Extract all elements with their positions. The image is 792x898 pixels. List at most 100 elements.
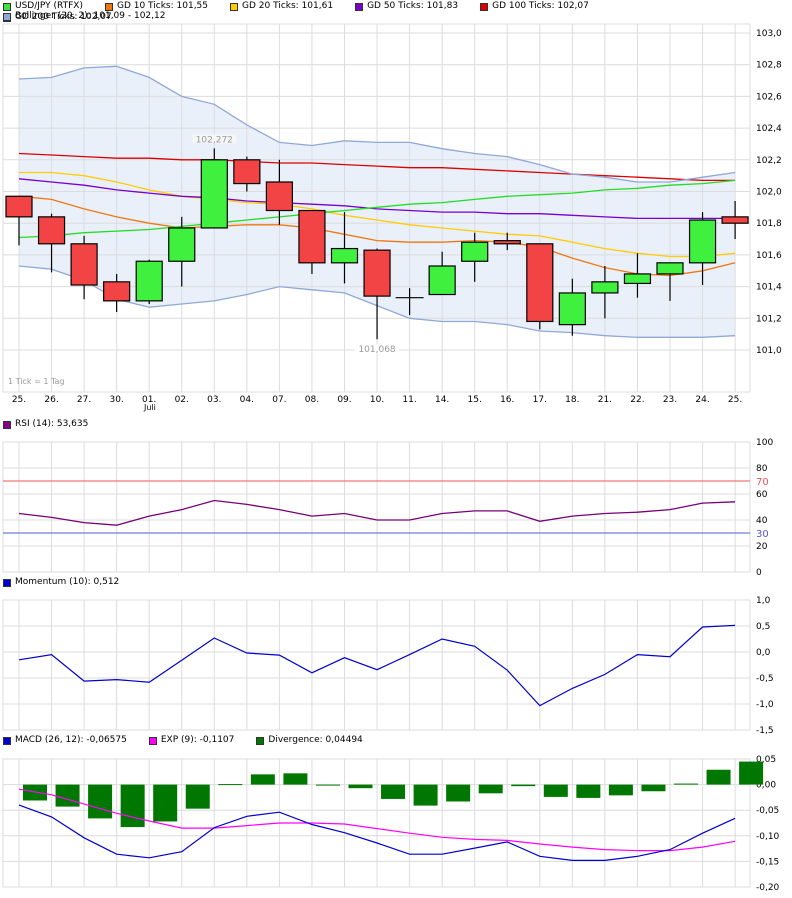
x-tick-label: 23. xyxy=(663,395,677,405)
y-tick-label: 0 xyxy=(756,568,762,578)
legend-item-gd50: GD 50 Ticks: 101,83 xyxy=(355,1,458,12)
high-annotation: 102,272 xyxy=(196,135,233,145)
divergence-bar xyxy=(511,784,536,787)
legend-item-bollinger: Bollinger (20, 2): 101,09 - 102,12 xyxy=(3,11,165,22)
candle-bullish xyxy=(428,265,456,296)
legend-swatch xyxy=(256,736,265,745)
legend-label: Bollinger (20, 2): 101,09 - 102,12 xyxy=(15,11,166,21)
y-tick-label: 102,0 xyxy=(756,188,782,198)
divergence-bar xyxy=(739,761,764,785)
legend-item-divergence: Divergence: 0,04494 xyxy=(256,735,363,746)
candle-bearish xyxy=(265,181,293,212)
x-tick-label: 02. xyxy=(175,395,189,405)
divergence-bar xyxy=(381,784,406,799)
candle-bearish xyxy=(103,281,131,302)
low-annotation: 101,068 xyxy=(358,345,395,355)
overlay-gd-200 xyxy=(18,179,736,239)
divergence-bar xyxy=(543,784,568,797)
x-tick-label: 10. xyxy=(370,395,384,405)
macd-line xyxy=(18,804,736,862)
y-tick-label: 102,6 xyxy=(756,92,782,102)
legend-item-rsi: RSI (14): 53,635 xyxy=(3,419,88,430)
divergence-bar xyxy=(120,784,145,828)
y-tick-label: 80 xyxy=(756,464,768,474)
legend-item-exp: EXP (9): -0,1107 xyxy=(148,735,234,746)
candle-bullish xyxy=(688,219,717,264)
x-tick-label: 21. xyxy=(598,395,612,405)
y-tick-label: 60 xyxy=(756,490,768,500)
month-label: Juli xyxy=(143,403,156,412)
divergence-bar xyxy=(576,784,601,798)
panel-frame xyxy=(2,599,751,731)
rsi-reference-label: 30 xyxy=(756,529,769,540)
candle-bearish xyxy=(5,195,33,218)
candle-bearish xyxy=(37,216,66,245)
divergence-bar xyxy=(608,784,633,796)
rsi-panel: 0 20 40 60 80 100 70 30 xyxy=(2,438,773,578)
overlay-gd-100 xyxy=(18,152,736,182)
y-tick-label: 0,05 xyxy=(756,755,776,765)
candle-bullish xyxy=(591,281,619,294)
candle-bearish xyxy=(233,159,261,185)
candle-bullish xyxy=(558,292,586,326)
momentum-panel: -1,5 -1,0 -0,5 0,0 0,5 1,0 xyxy=(2,596,774,736)
legend-swatch xyxy=(3,578,11,587)
legend-label: GD 50 Ticks: 101,83 xyxy=(367,1,459,11)
legend-swatch xyxy=(3,420,11,429)
x-tick-label: 24. xyxy=(695,395,709,405)
legend-item-gd20: GD 20 Ticks: 101,61 xyxy=(230,1,333,12)
x-tick-label: 04. xyxy=(240,395,254,405)
x-tick-label: 18. xyxy=(565,395,579,405)
divergence-bar xyxy=(283,773,308,785)
overlay-gd-50 xyxy=(18,178,736,220)
x-tick-label: 16. xyxy=(500,395,514,405)
legend-label: GD 200 Ticks: 102,07 xyxy=(15,12,112,22)
candle-bearish xyxy=(493,240,521,245)
y-tick-label: -0,5 xyxy=(756,674,774,684)
y-tick-label: 101,8 xyxy=(756,219,782,229)
y-tick-label: -1,0 xyxy=(756,700,774,710)
overlay-gd-10 xyxy=(18,195,736,277)
legend-swatch xyxy=(230,2,239,11)
y-tick-label: -1,5 xyxy=(756,726,774,736)
exp-line xyxy=(18,788,736,852)
divergence-bar xyxy=(55,784,80,807)
y-tick-label: 102,2 xyxy=(756,156,782,166)
overlay-gd-20 xyxy=(19,171,736,258)
candle-bearish xyxy=(298,209,326,264)
y-tick-label: 101,2 xyxy=(756,314,782,324)
x-tick-label: 08. xyxy=(305,395,319,405)
x-tick-label: 22. xyxy=(630,395,644,405)
divergence-bar xyxy=(250,774,275,785)
bollinger-legend: Bollinger (20, 2): 101,09 - 102,12 xyxy=(3,11,187,22)
divergence-bar xyxy=(348,784,373,789)
candle-bullish xyxy=(656,262,684,275)
overlay-bollinger-upper xyxy=(18,65,736,183)
divergence-bar xyxy=(446,784,471,802)
legend-swatch xyxy=(3,12,11,21)
x-tick-label: 27. xyxy=(77,395,91,405)
x-tick-label: 17. xyxy=(533,395,547,405)
candle-bearish xyxy=(526,243,554,323)
y-tick-label: -0,05 xyxy=(756,806,779,816)
candle-bullish xyxy=(461,241,489,262)
candle-bullish xyxy=(623,273,652,285)
candle-bullish xyxy=(135,260,163,302)
legend-item-usdjpy: USD/JPY (RTFX) xyxy=(3,1,83,12)
legend-item-gd100: GD 100 Ticks: 102,07 xyxy=(480,1,589,12)
y-tick-label: -0,20 xyxy=(756,883,780,893)
macd-legend: MACD (26, 12): -0,06575 EXP (9): -0,1107… xyxy=(3,735,385,746)
y-tick-label: -0,15 xyxy=(756,857,779,867)
y-tick-label: 101,4 xyxy=(756,283,782,293)
legend-label: MACD (26, 12): -0,06575 xyxy=(15,735,127,745)
legend-label: GD 10 Ticks: 101,55 xyxy=(116,1,209,11)
momentum-line xyxy=(18,624,736,707)
legend-swatch xyxy=(355,2,364,11)
candle-bearish xyxy=(363,249,391,297)
legend-item-momentum: Momentum (10): 0,512 xyxy=(3,577,119,588)
y-tick-label: 100 xyxy=(756,438,773,448)
divergence-bar xyxy=(153,784,178,822)
candle-bearish xyxy=(70,243,98,286)
candle-bearish xyxy=(721,216,749,224)
y-tick-label: 103,0 xyxy=(756,29,782,39)
